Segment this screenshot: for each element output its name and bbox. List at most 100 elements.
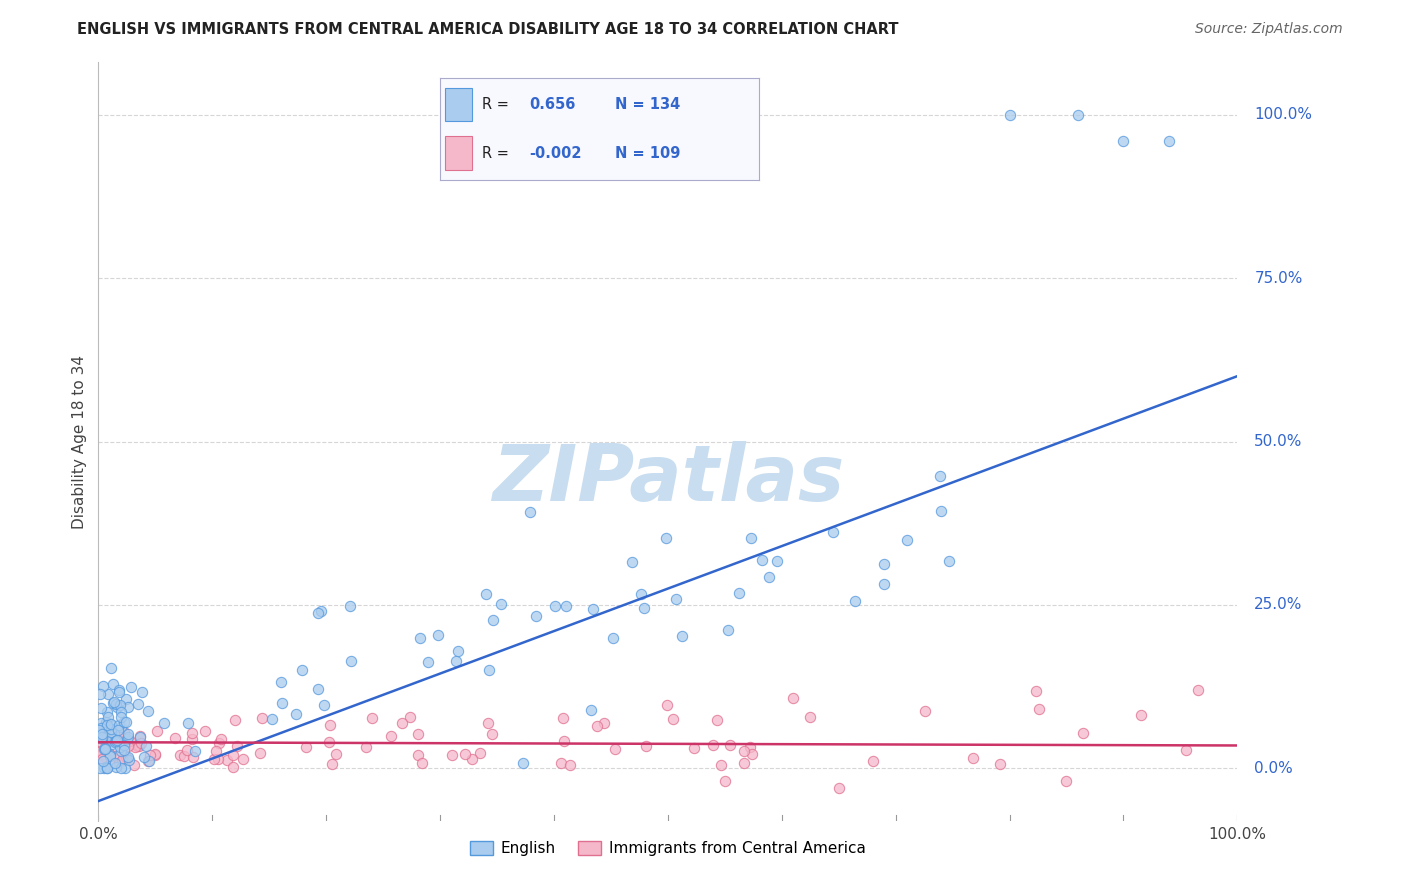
Point — [111, 754, 134, 768]
Point — [491, 597, 513, 611]
Point — [271, 696, 294, 710]
Point — [222, 760, 245, 774]
Point — [128, 739, 150, 754]
Point — [718, 738, 741, 752]
Point — [470, 746, 492, 760]
Point — [741, 747, 763, 761]
Point — [662, 712, 685, 726]
Point — [112, 743, 135, 757]
Point — [585, 719, 607, 733]
Point — [91, 730, 114, 744]
Point — [655, 531, 678, 545]
Point — [117, 700, 139, 714]
Point — [114, 715, 136, 730]
Point — [173, 748, 195, 763]
Point — [307, 682, 329, 697]
Point — [108, 739, 131, 754]
Point — [100, 738, 122, 752]
Point — [100, 718, 122, 732]
Point — [896, 533, 918, 548]
Point — [124, 740, 146, 755]
Point — [270, 675, 292, 690]
Point — [634, 739, 657, 753]
Point — [91, 729, 114, 743]
Point — [478, 663, 501, 677]
Point — [138, 754, 160, 768]
Point — [107, 723, 129, 737]
Point — [249, 746, 271, 760]
Point — [108, 683, 131, 698]
Point — [418, 656, 440, 670]
Point — [114, 738, 136, 752]
Point — [207, 752, 229, 766]
Point — [1067, 108, 1090, 122]
Point — [314, 698, 336, 713]
Point — [602, 631, 624, 645]
Point — [96, 705, 118, 719]
Point — [411, 756, 433, 770]
Point — [226, 739, 249, 754]
Point — [120, 681, 142, 695]
Point — [482, 613, 505, 627]
Point — [110, 761, 132, 775]
Point — [551, 711, 574, 725]
Point — [91, 755, 114, 769]
Text: Source: ZipAtlas.com: Source: ZipAtlas.com — [1195, 22, 1343, 37]
Point — [103, 696, 125, 710]
Point — [169, 748, 191, 763]
Point — [136, 704, 159, 718]
Point — [104, 756, 127, 771]
Point — [129, 731, 152, 745]
Point — [454, 747, 477, 761]
Point — [105, 733, 128, 747]
Point — [98, 749, 121, 764]
Point — [108, 756, 131, 770]
Point — [100, 717, 122, 731]
Point — [100, 661, 122, 675]
Point — [224, 714, 246, 728]
Point — [931, 503, 953, 517]
Point — [204, 744, 226, 758]
Point — [100, 730, 122, 744]
Point — [325, 747, 347, 761]
Point — [104, 735, 127, 749]
Point — [477, 715, 499, 730]
Point — [998, 108, 1021, 122]
Point — [93, 761, 115, 775]
Point — [321, 757, 343, 772]
Point — [108, 685, 131, 699]
Point — [136, 754, 159, 768]
Point — [105, 699, 128, 714]
Point — [107, 717, 129, 731]
Point — [115, 750, 138, 764]
Point — [89, 761, 111, 775]
Point — [671, 629, 693, 643]
Point — [87, 725, 110, 739]
Point — [738, 739, 761, 754]
Point — [176, 743, 198, 757]
Point — [581, 703, 603, 717]
Point — [103, 677, 125, 691]
Point — [96, 718, 118, 732]
Point — [90, 701, 112, 715]
Point — [103, 735, 125, 749]
Point — [98, 756, 121, 771]
Point — [202, 752, 225, 766]
Point — [110, 720, 132, 734]
Point — [94, 760, 117, 774]
Point — [553, 734, 575, 748]
Text: 75.0%: 75.0% — [1254, 270, 1303, 285]
Point — [1187, 683, 1209, 698]
Point — [87, 723, 110, 738]
Point — [655, 698, 678, 712]
Point — [409, 631, 432, 645]
Point — [758, 570, 780, 584]
Point — [128, 729, 150, 743]
Point — [89, 687, 111, 701]
Point — [181, 731, 204, 746]
Point — [104, 697, 127, 711]
Point — [828, 780, 851, 795]
Point — [398, 710, 420, 724]
Point — [134, 750, 156, 764]
Point — [232, 752, 254, 766]
